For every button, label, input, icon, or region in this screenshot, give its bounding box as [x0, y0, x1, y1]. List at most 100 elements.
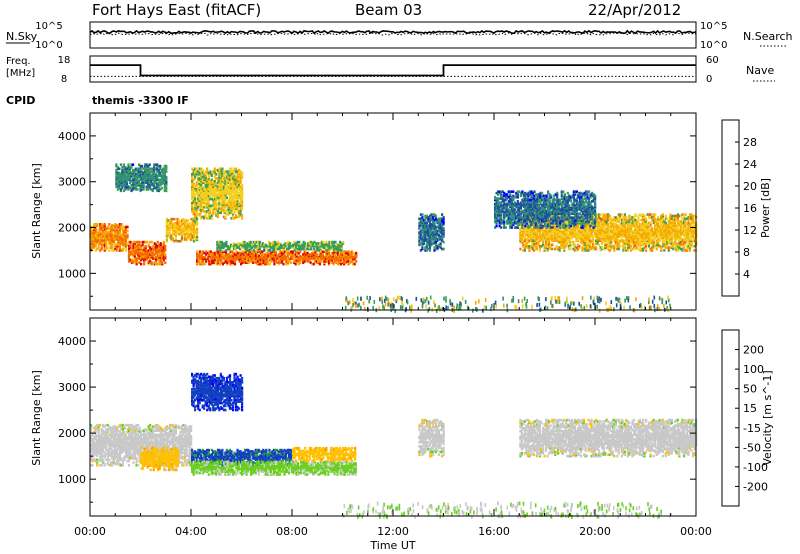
data-cell: [239, 193, 242, 197]
data-cell: [604, 231, 607, 234]
data-cell: [258, 250, 261, 253]
data-cell: [602, 213, 605, 216]
data-cell: [159, 249, 162, 252]
data-cell: [582, 236, 586, 240]
data-cell: [192, 173, 195, 176]
data-cell: [324, 255, 327, 259]
data-cell: [207, 214, 210, 217]
data-cell: [155, 251, 158, 255]
data-cell: [325, 240, 328, 244]
data-cell: [133, 257, 137, 260]
data-cell: [90, 243, 93, 247]
data-cell: [581, 242, 584, 245]
data-cell: [249, 258, 252, 262]
data-cell: [206, 196, 209, 199]
data-cell: [138, 174, 141, 177]
data-cell: [590, 228, 593, 232]
data-cell: [582, 231, 586, 234]
data-cell: [338, 261, 341, 264]
data-cell: [602, 232, 605, 236]
data-cell: [255, 249, 258, 252]
data-cell: [297, 260, 300, 263]
data-cell: [163, 189, 166, 193]
data-cell: [240, 260, 243, 263]
data-cell: [183, 223, 187, 226]
data-cell: [237, 254, 240, 258]
data-cell: [227, 190, 230, 194]
data-cell: [314, 254, 317, 258]
data-cell: [215, 250, 218, 253]
data-cell: [201, 200, 204, 204]
data-cell: [201, 197, 204, 201]
data-cell: [608, 217, 611, 221]
data-cell: [350, 258, 353, 262]
data-cell: [303, 251, 306, 255]
data-cell: [543, 244, 546, 248]
data-cell: [171, 226, 174, 229]
data-cell: [218, 207, 221, 210]
data-cell: [602, 225, 605, 229]
data-cell: [120, 242, 123, 245]
data-cell: [227, 206, 230, 209]
data-cell: [329, 257, 332, 260]
data-cell: [130, 258, 134, 262]
data-cell: [205, 253, 208, 256]
data-cell: [195, 173, 198, 176]
data-cell: [286, 253, 290, 256]
data-cell: [94, 227, 97, 230]
data-cell: [154, 163, 157, 166]
data-cell: [573, 227, 576, 230]
data-cell: [526, 235, 529, 238]
data-cell: [204, 189, 207, 193]
data-cell: [229, 253, 232, 256]
data-cell: [335, 246, 339, 249]
data-cell: [295, 246, 298, 249]
data-cell: [434, 232, 438, 236]
data-cell: [439, 227, 442, 230]
data-cell: [157, 178, 160, 182]
data-cell: [421, 216, 424, 219]
data-cell: [424, 238, 427, 241]
data-cell: [572, 235, 575, 238]
data-cell: [555, 236, 558, 240]
data-cell: [121, 168, 124, 172]
data-cell: [100, 223, 103, 226]
data-cell: [243, 251, 246, 255]
data-cell: [120, 236, 123, 240]
data-cell: [595, 216, 598, 219]
data-cell: [117, 239, 120, 242]
data-cell: [293, 243, 296, 247]
data-cell: [245, 247, 248, 251]
data-cell: [286, 258, 290, 262]
data-cell: [197, 189, 200, 193]
data-cell: [560, 227, 563, 230]
data-cell: [332, 246, 336, 249]
data-cell: [602, 227, 605, 230]
data-cell: [180, 235, 184, 239]
data-cell: [220, 254, 223, 258]
data-cell: [198, 171, 201, 175]
data-cell: [231, 207, 235, 210]
data-cell: [159, 251, 162, 255]
data-cell: [430, 232, 433, 236]
data-cell: [554, 236, 557, 240]
data-cell: [212, 211, 215, 215]
data-cell: [115, 163, 118, 166]
data-cell: [203, 217, 206, 220]
data-cell: [234, 178, 238, 182]
data-cell: [209, 208, 212, 212]
data-cell: [427, 232, 430, 236]
data-cell: [105, 227, 108, 230]
data-cell: [576, 246, 579, 249]
data-cell: [130, 253, 134, 256]
data-cell: [308, 260, 311, 263]
data-cell: [522, 231, 525, 234]
data-cell: [238, 258, 241, 262]
data-cell: [554, 228, 557, 232]
data-cell: [165, 179, 168, 183]
data-cell: [191, 167, 194, 171]
data-cell: [273, 251, 276, 255]
data-cell: [598, 214, 601, 218]
data-cell: [182, 220, 185, 224]
data-cell: [570, 228, 573, 232]
